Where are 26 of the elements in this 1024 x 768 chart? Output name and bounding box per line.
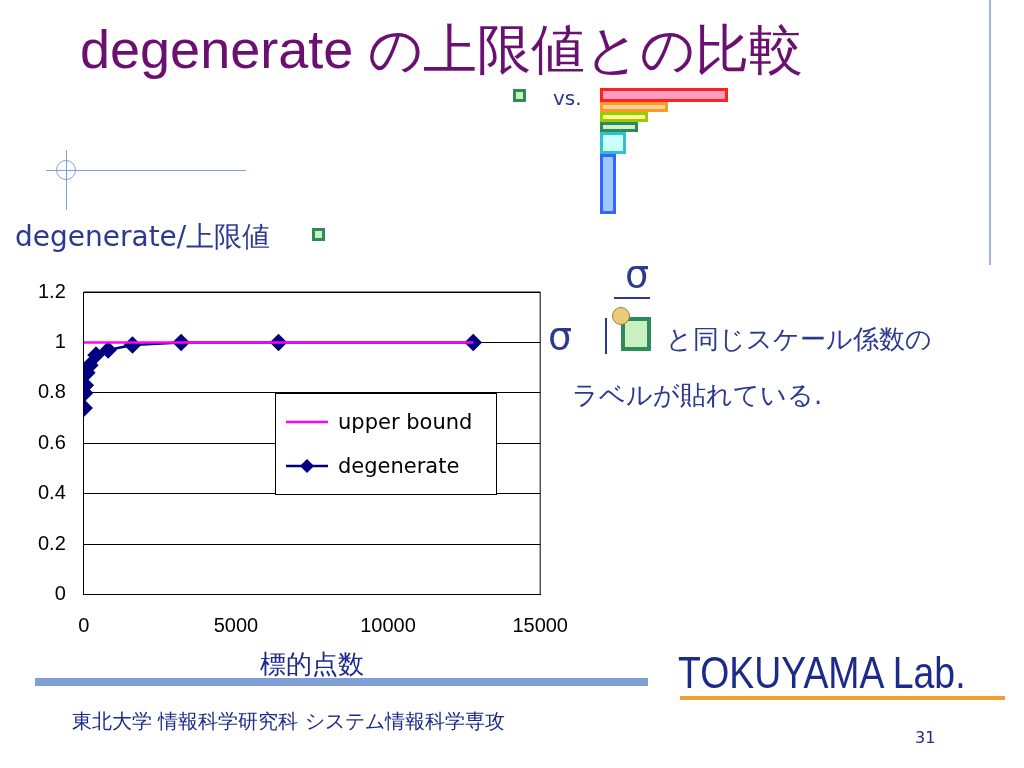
text: TOKUYAMA Lab. — [678, 648, 966, 698]
text: σ — [548, 314, 573, 358]
x-tick-label: 10000 — [360, 614, 416, 637]
x-tick-label: 0 — [78, 614, 90, 637]
legend-label: upper bound — [338, 410, 473, 434]
text: 31 — [915, 728, 936, 747]
text: と同じスケール係数の — [666, 323, 932, 356]
y-tick-label: 0 — [54, 582, 66, 605]
x-tick-label: 5000 — [213, 614, 259, 637]
y-tick-label: 0.4 — [37, 481, 66, 504]
legend-label: degenerate — [338, 454, 460, 478]
x-tick-label: 15000 — [512, 614, 568, 637]
y-tick-label: 0.2 — [37, 531, 66, 554]
x-axis-title: 標的点数 — [260, 649, 364, 680]
point — [87, 346, 105, 364]
text: vs. — [553, 86, 582, 110]
y-tick-label: 1 — [54, 329, 66, 352]
y-tick-label: 0.6 — [37, 430, 66, 453]
y-tick-label: 0.8 — [37, 380, 66, 403]
y-tick-label: 1.2 — [37, 279, 66, 302]
y-axis-title: degenerate/上限値 — [15, 219, 271, 255]
point — [99, 341, 117, 359]
chart-title: degenerate の上限値との比較 — [80, 18, 804, 81]
text: ラベルが貼れている. — [572, 379, 823, 412]
text: 東北大学 情報科学研究科 システム情報科学専攻 — [72, 708, 505, 735]
text: σ — [625, 252, 650, 296]
